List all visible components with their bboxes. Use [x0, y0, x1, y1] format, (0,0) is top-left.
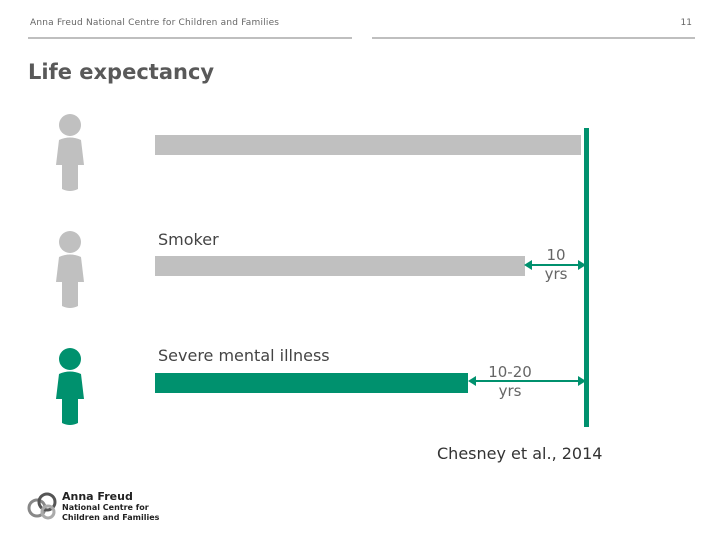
person-icon-general: [56, 114, 84, 191]
logo-line2: National Centre for: [62, 503, 149, 512]
gap-label-smi-value: 10-20: [488, 363, 532, 381]
gap-label-smi-unit: yrs: [498, 382, 522, 400]
header-org: Anna Freud National Centre for Children …: [30, 18, 280, 28]
bar-general-population: [155, 135, 581, 155]
row-label-smoker: Smoker: [158, 230, 219, 249]
gap-arrow-smi: [468, 376, 586, 386]
bar-severe-mental-illness: [155, 373, 468, 393]
page-number: 11: [680, 18, 692, 28]
gap-label-smoker: 10 yrs: [535, 246, 577, 284]
life-expectancy-line: [584, 128, 589, 427]
person-icon-smi: [56, 348, 84, 425]
header-rule-right: [372, 37, 695, 39]
logo-text: Anna Freud National Centre for Children …: [62, 490, 159, 523]
anna-freud-logo-icon: [27, 492, 57, 520]
gap-arrow-smoker: [524, 260, 586, 270]
bar-smoker: [155, 256, 525, 276]
row-label-severe-mental-illness: Severe mental illness: [158, 346, 330, 365]
page-title: Life expectancy: [28, 60, 215, 84]
gap-label-smoker-unit: yrs: [544, 265, 568, 283]
gap-label-smoker-value: 10: [546, 246, 566, 264]
header-rule-left: [28, 37, 352, 39]
gap-label-smi: 10-20 yrs: [480, 363, 540, 401]
logo-line3: Children and Families: [62, 513, 160, 522]
logo-name: Anna Freud: [62, 490, 133, 503]
person-icon-smoker: [56, 231, 84, 308]
citation: Chesney et al., 2014: [437, 444, 603, 463]
